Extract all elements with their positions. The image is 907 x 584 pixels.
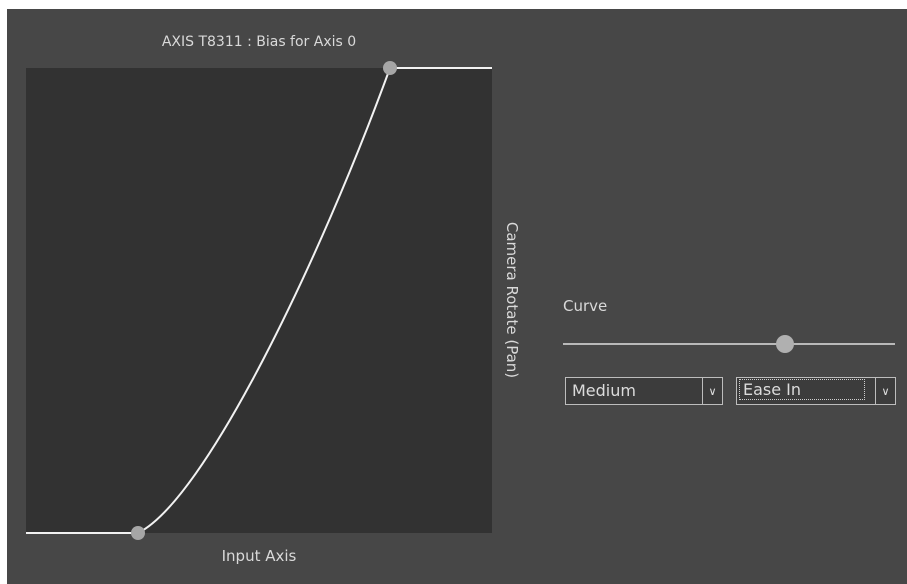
easing-select[interactable]: Ease In ∨	[736, 377, 896, 405]
chevron-down-icon[interactable]: ∨	[702, 378, 722, 404]
strength-select[interactable]: Medium ∨	[565, 377, 723, 405]
slider-thumb[interactable]	[776, 335, 795, 353]
curve-label: Curve	[563, 297, 608, 315]
slider-track[interactable]	[563, 343, 895, 345]
top-border	[0, 0, 907, 9]
easing-select-value: Ease In	[739, 379, 865, 400]
y-axis-label: Camera Rotate (Pan)	[503, 221, 521, 379]
plot-area	[26, 68, 492, 533]
bias-curve	[137, 67, 391, 534]
end-handle[interactable]	[383, 61, 397, 75]
start-handle[interactable]	[131, 526, 145, 540]
curve-slider[interactable]	[563, 334, 895, 354]
left-border	[0, 0, 7, 584]
x-axis-label: Input Axis	[221, 547, 297, 565]
strength-select-value: Medium	[572, 381, 636, 400]
chevron-down-icon[interactable]: ∨	[875, 378, 895, 404]
graph-title: AXIS T8311 : Bias for Axis 0	[161, 34, 357, 50]
